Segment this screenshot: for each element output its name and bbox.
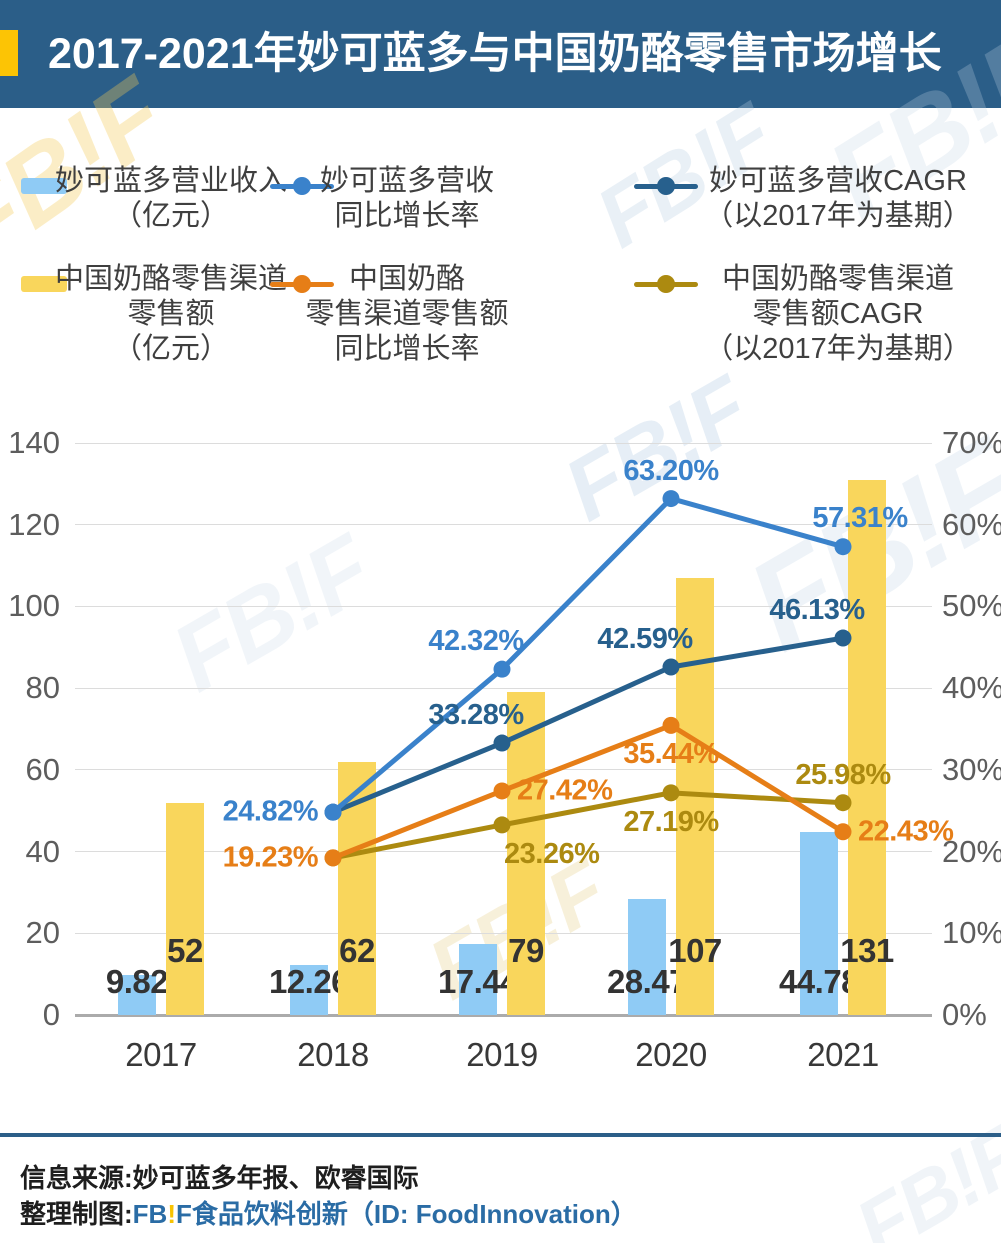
x-axis-line — [75, 1014, 932, 1017]
legend-label: 中国奶酪 零售渠道零售额 同比增长率 — [305, 263, 509, 365]
right-axis-tick-label: 60% — [942, 506, 1001, 542]
right-axis-tick-label: 0% — [942, 997, 987, 1032]
x-axis-category-label: 2021 — [807, 1036, 879, 1073]
gridline — [75, 524, 932, 526]
revenue-bar — [459, 943, 497, 1015]
data-point-dot — [662, 490, 680, 508]
line-value-label: 42.32% — [428, 625, 524, 658]
revenue-bar — [118, 974, 156, 1015]
legend-bar-swatch — [21, 178, 67, 194]
right-axis-tick-label: 50% — [942, 588, 1001, 624]
brand-exclamation: ! — [167, 1199, 177, 1229]
left-axis-tick-label: 120 — [8, 506, 60, 542]
line-value-label: 46.13% — [769, 594, 865, 627]
left-axis-tick-label: 20 — [25, 915, 60, 951]
retail-bar — [848, 479, 886, 1015]
page-title: 2017-2021年妙可蓝多与中国奶酪零售市场增长 — [48, 30, 942, 78]
revenue-bar — [800, 832, 838, 1015]
line-value-label: 27.19% — [623, 805, 719, 838]
x-axis-category-label: 2018 — [297, 1036, 369, 1073]
line-value-label: 57.31% — [812, 501, 908, 534]
left-axis-tick-label: 140 — [8, 425, 60, 460]
legend-label: 妙可蓝多营业收入 （亿元） — [54, 165, 288, 232]
title-bar: 2017-2021年妙可蓝多与中国奶酪零售市场增长 — [0, 0, 1001, 108]
left-axis-tick-label: 60 — [25, 751, 60, 787]
revenue-bar — [628, 898, 666, 1015]
source-note: 信息来源:妙可蓝多年报、欧睿国际 — [20, 1163, 419, 1193]
gridline — [75, 932, 932, 934]
legend-line-dot — [657, 275, 675, 293]
bar-value-label: 79 — [508, 932, 544, 969]
right-axis-tick-label: 20% — [942, 833, 1001, 869]
brand-fb: FB — [132, 1199, 168, 1229]
line-value-label: 42.59% — [597, 622, 693, 655]
retail-bar — [166, 802, 204, 1015]
fbif-watermark-logo: FB!F — [547, 357, 764, 540]
fbif-watermark-logo: FB!F — [841, 1109, 1001, 1243]
left-axis-tick-label: 80 — [25, 670, 60, 706]
bar-value-label: 9.82 — [105, 963, 169, 1000]
revenue-bar — [290, 964, 328, 1015]
credit-note: 整理制图:FB!F食品饮料创新（ID: FoodInnovation） — [20, 1194, 637, 1231]
fbif-watermark-logo: FB!F — [155, 516, 389, 713]
gridline — [75, 442, 932, 444]
gridline — [75, 687, 932, 689]
line-value-label: 33.28% — [428, 699, 524, 732]
x-axis-category-label: 2017 — [125, 1036, 197, 1073]
legend-label: 中国奶酪零售渠道 零售额CAGR （以2017年为基期） — [704, 263, 972, 365]
line-value-label: 35.44% — [623, 738, 719, 771]
credit-suffix: 食品饮料创新（ID: FoodInnovation） — [191, 1199, 637, 1229]
line-value-label: 22.43% — [858, 815, 954, 848]
bar-value-label: 12.26 — [268, 963, 350, 1000]
line-value-label: 25.98% — [795, 758, 891, 791]
x-axis-category-label: 2020 — [635, 1036, 707, 1073]
legend-line-dot — [657, 177, 675, 195]
line-value-label: 24.82% — [222, 795, 319, 828]
left-axis-tick-label: 100 — [8, 588, 60, 624]
bar-value-label: 17.44 — [437, 963, 519, 1000]
credit-prefix: 整理制图: — [20, 1199, 133, 1229]
right-axis-tick-label: 30% — [942, 751, 1001, 787]
legend-label: 妙可蓝多营收 同比增长率 — [319, 165, 495, 232]
line-value-label: 27.42% — [517, 774, 613, 807]
line-value-label: 23.26% — [504, 837, 600, 870]
legend-line-dot — [293, 177, 311, 195]
bar-value-label: 62 — [339, 932, 375, 969]
title-accent-square — [0, 30, 18, 76]
line-path — [331, 496, 844, 815]
legend-line-dot — [293, 275, 311, 293]
data-point-dot — [493, 660, 511, 678]
x-axis-category-label: 2019 — [466, 1036, 538, 1073]
left-axis-tick-label: 0 — [42, 997, 60, 1032]
line-value-label: 19.23% — [222, 841, 319, 874]
brand-f: F — [176, 1199, 192, 1229]
legend-label: 妙可蓝多营收CAGR （以2017年为基期） — [704, 165, 972, 232]
right-axis-tick-label: 70% — [942, 425, 1001, 460]
bar-value-label: 131 — [840, 932, 894, 969]
bar-value-label: 44.78 — [778, 963, 860, 1000]
right-axis-tick-label: 40% — [942, 670, 1001, 706]
legend-label: 中国奶酪零售渠道 零售额 （亿元） — [54, 263, 288, 365]
footer-divider — [0, 1133, 1001, 1137]
right-axis-tick-label: 10% — [942, 915, 1001, 951]
left-axis-tick-label: 40 — [25, 833, 60, 869]
bar-value-label: 52 — [167, 932, 203, 969]
line-value-label: 63.20% — [623, 454, 719, 487]
legend-bar-swatch — [21, 276, 67, 292]
retail-bar — [338, 761, 376, 1015]
bar-value-label: 107 — [668, 932, 722, 969]
bar-value-label: 28.47 — [606, 963, 688, 1000]
